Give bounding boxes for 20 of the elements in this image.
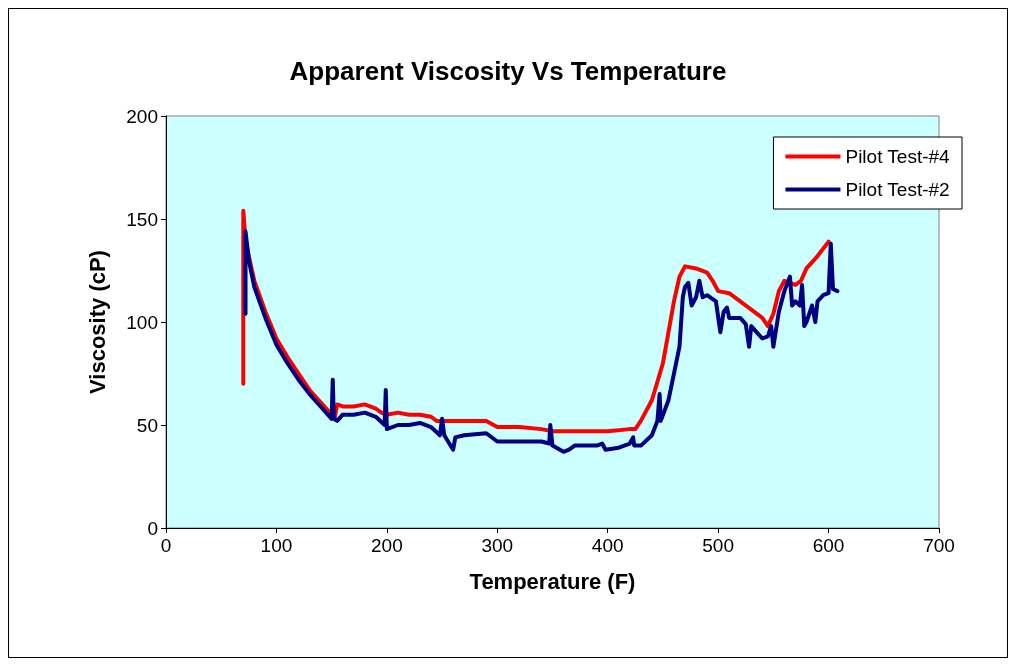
y-tick-label: 50 [136,414,158,436]
x-tick-label: 200 [371,535,403,556]
x-tick-label: 400 [591,535,624,556]
chart-title: Apparent Viscosity Vs Temperature [289,56,727,86]
line-series [241,208,831,434]
x-tick-label: 500 [702,535,734,556]
x-tick-label: 700 [923,535,955,556]
y-tick-label: 200 [126,105,158,127]
x-tick-label: 100 [260,535,293,556]
x-tick-label: 300 [481,535,514,556]
y-tick-label: 150 [126,208,158,230]
y-tick-label: 0 [147,517,158,539]
x-axis-title: Temperature (F) [469,568,636,594]
y-tick-label: 100 [126,311,158,333]
y-axis-title: Viscosity (cP) [84,250,110,394]
line-series [243,229,840,454]
x-tick-label: 600 [812,535,845,556]
legend-label: Pilot Test-#2 [845,179,950,200]
legend-label: Pilot Test-#4 [845,146,951,167]
x-tick-label: 0 [160,535,172,556]
